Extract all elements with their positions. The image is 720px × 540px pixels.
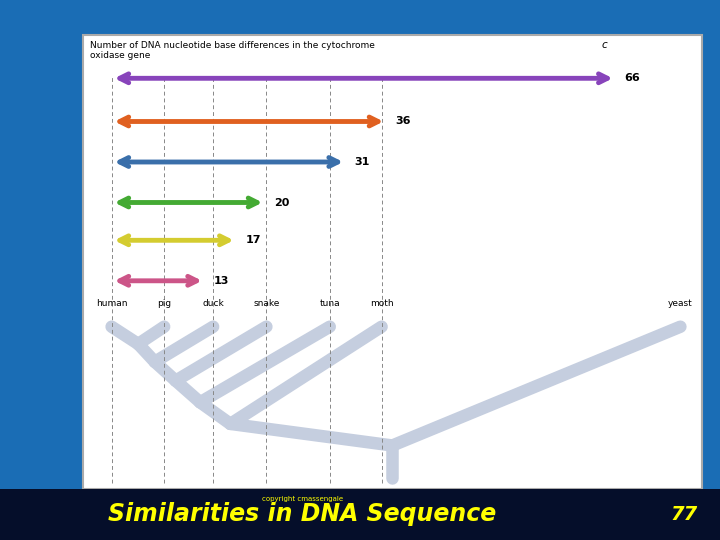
Text: yeast: yeast	[668, 299, 693, 308]
FancyBboxPatch shape	[83, 35, 702, 489]
Text: 36: 36	[395, 117, 410, 126]
Text: 13: 13	[213, 276, 229, 286]
Bar	[0, 489, 720, 540]
Text: 77: 77	[670, 505, 698, 524]
Text: tuna: tuna	[320, 299, 340, 308]
Text: 31: 31	[355, 157, 370, 167]
Text: snake: snake	[253, 299, 279, 308]
Text: moth: moth	[370, 299, 393, 308]
Text: pig: pig	[157, 299, 171, 308]
Text: copyright cmassengale: copyright cmassengale	[262, 496, 343, 502]
Text: Similarities in DNA Sequence: Similarities in DNA Sequence	[108, 502, 497, 526]
Text: c: c	[601, 40, 607, 51]
Text: Number of DNA nucleotide base differences in the cytochrome
oxidase gene: Number of DNA nucleotide base difference…	[90, 40, 375, 60]
Text: duck: duck	[202, 299, 224, 308]
Text: human: human	[96, 299, 127, 308]
Text: 66: 66	[624, 73, 640, 83]
Text: 20: 20	[274, 198, 289, 207]
Text: 17: 17	[246, 235, 261, 245]
